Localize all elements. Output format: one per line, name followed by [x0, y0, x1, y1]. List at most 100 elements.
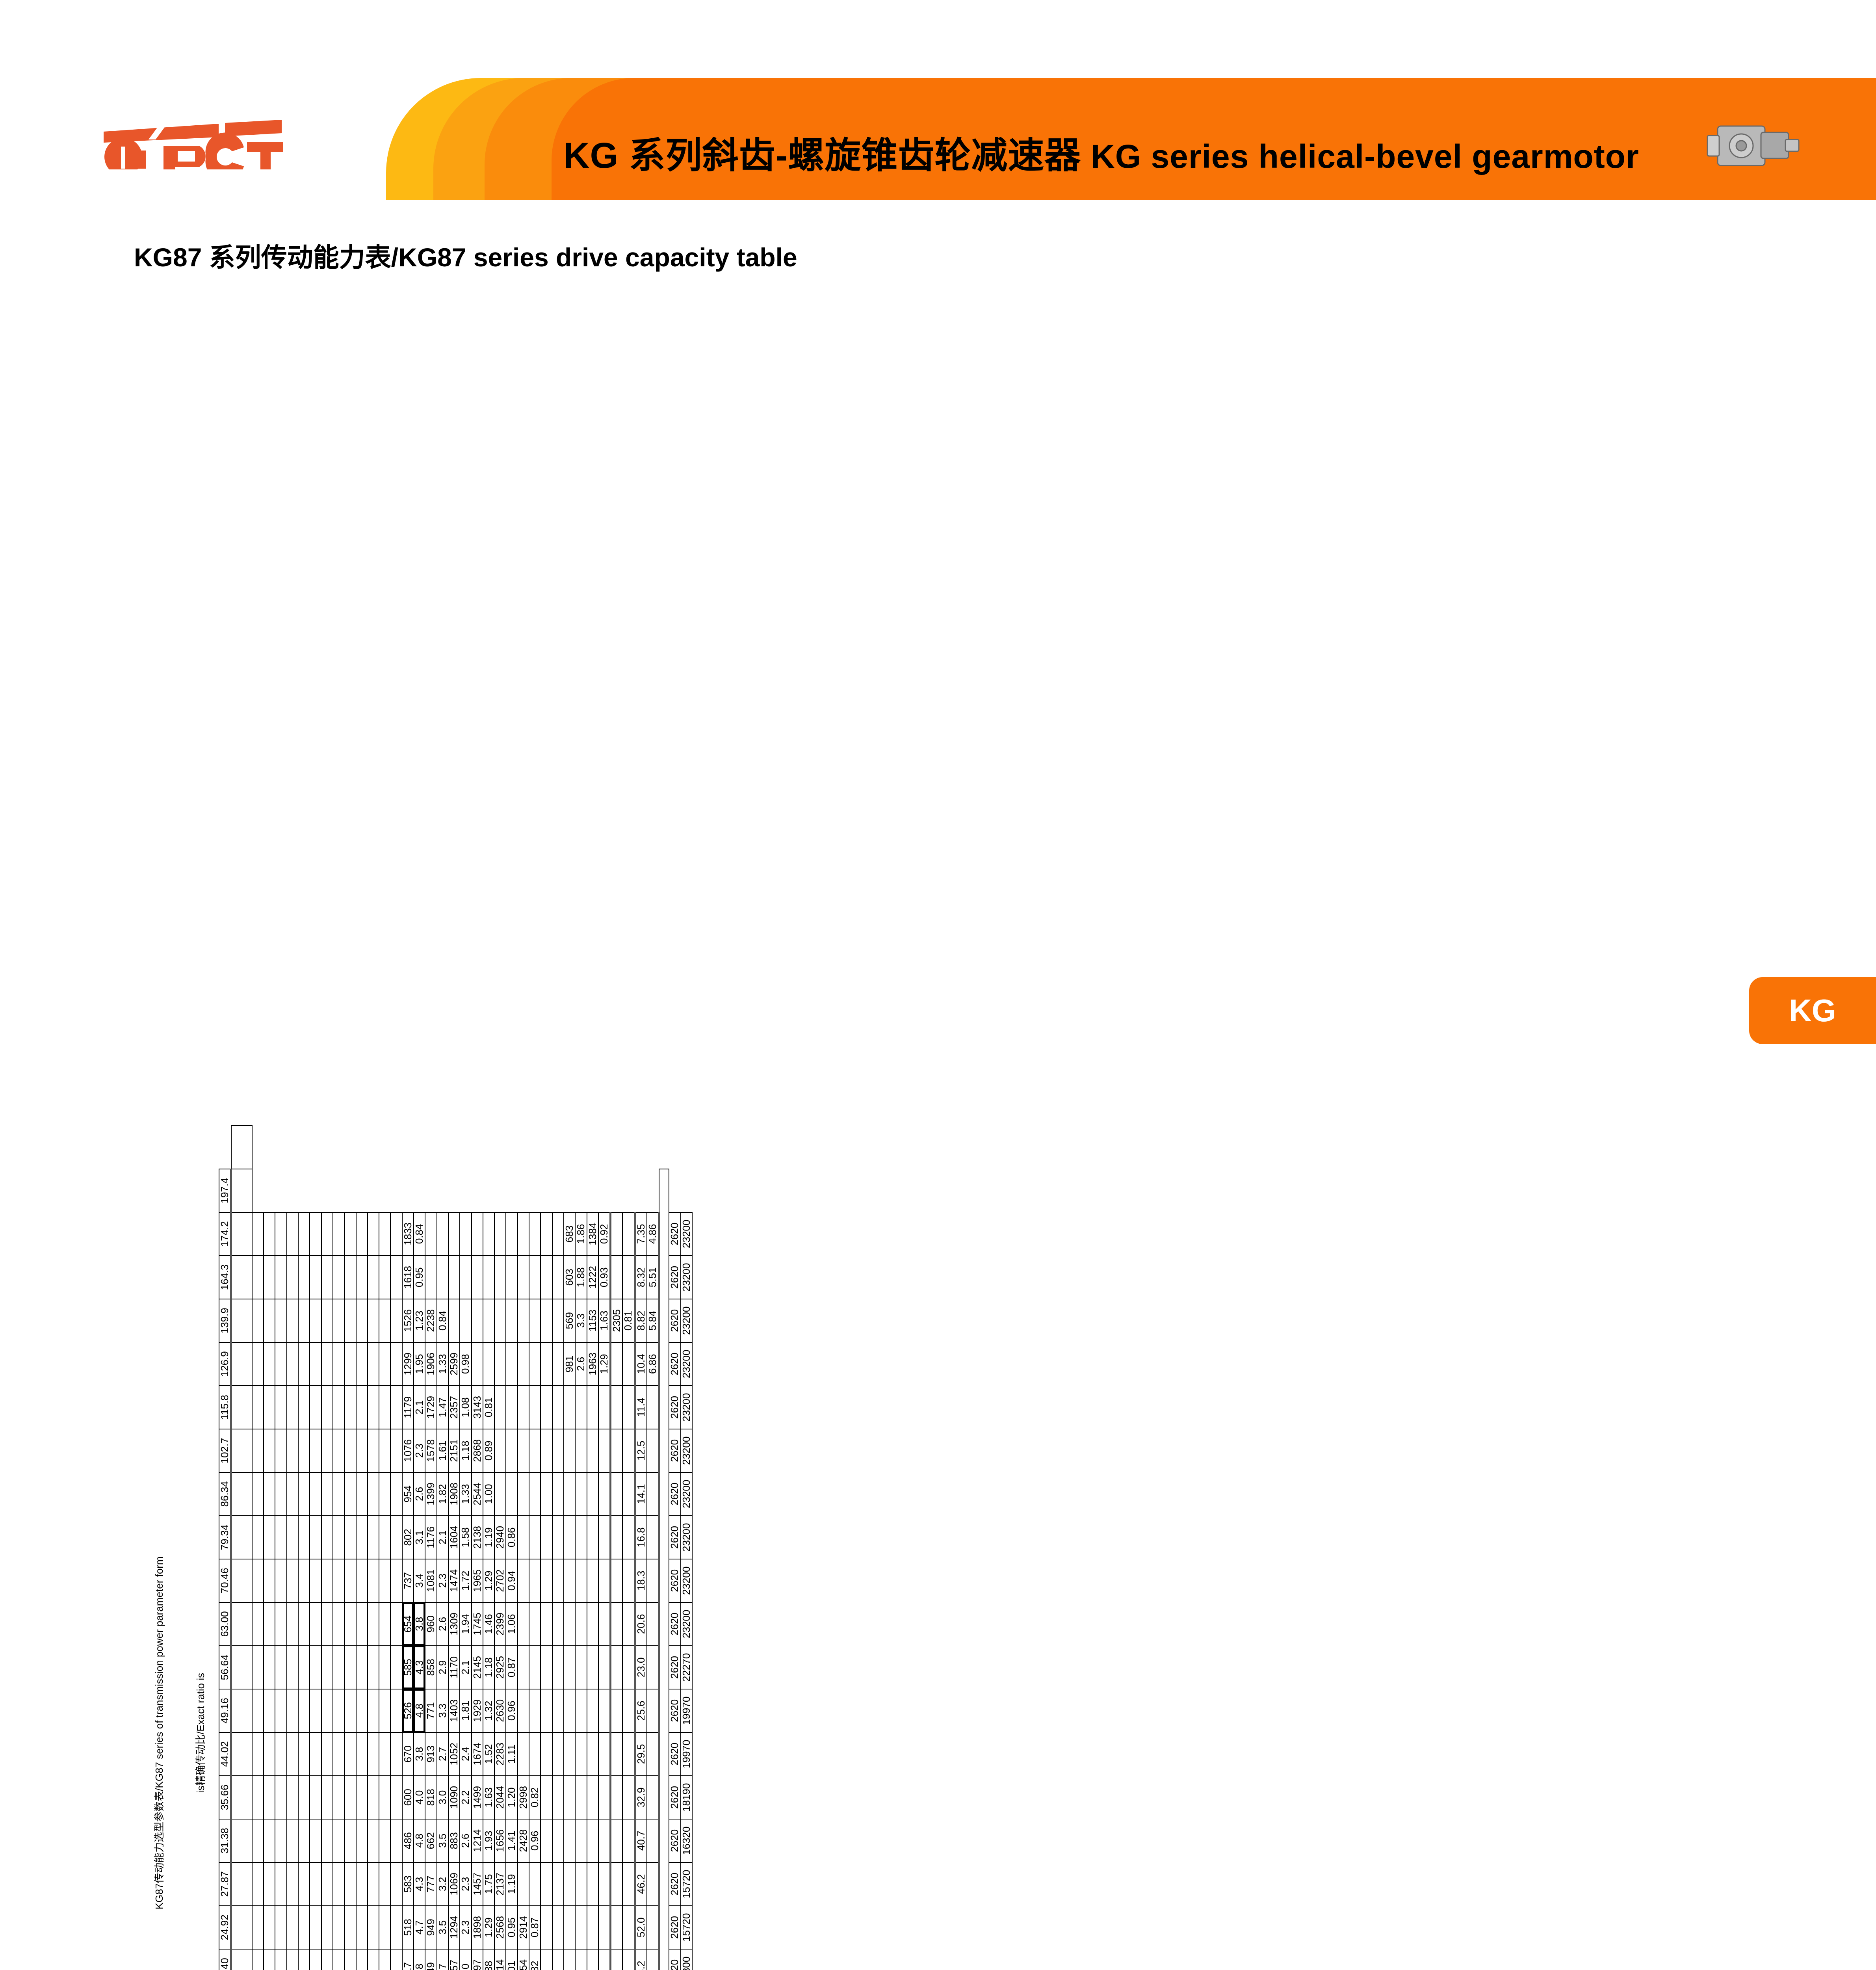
t2-value	[356, 1212, 368, 1256]
t2-value	[310, 1559, 321, 1602]
fb-value	[344, 1949, 356, 1970]
t2-value	[379, 1949, 391, 1970]
fb-value	[575, 1862, 587, 1906]
fb-value: 0.95	[413, 1255, 425, 1299]
fb-value	[390, 1429, 402, 1472]
t2-value	[587, 1515, 598, 1559]
fb-value	[390, 1472, 402, 1516]
t2-value: 1176	[425, 1515, 437, 1559]
fb-value	[298, 1429, 310, 1472]
t2-value: 583	[402, 1862, 414, 1906]
fr1-value: 2620	[669, 1385, 681, 1429]
t2-value: 603	[563, 1255, 576, 1299]
ratio-value: 86.34	[219, 1472, 231, 1516]
t2-value	[356, 1385, 368, 1429]
table-gap-row	[659, 1126, 669, 1970]
t2-value	[563, 1429, 576, 1472]
fb-value	[252, 1949, 264, 1970]
fb-value	[298, 1385, 310, 1429]
fb-value	[275, 1299, 287, 1342]
t2-value	[332, 1645, 345, 1689]
ratio-value: 139.9	[219, 1299, 231, 1342]
t2-value	[310, 1255, 321, 1299]
fr1-value: 2620	[669, 1212, 681, 1256]
fb-value: 0.89	[483, 1429, 495, 1472]
t2-value	[563, 1905, 576, 1949]
fb-value: 1.29	[598, 1342, 611, 1386]
t2-value	[231, 1645, 252, 1689]
t2-value	[332, 1559, 345, 1602]
t2-value	[356, 1819, 368, 1862]
fb-value	[275, 1689, 287, 1732]
t2-value	[310, 1299, 321, 1342]
fb-value	[344, 1299, 356, 1342]
fb-value	[575, 1559, 587, 1602]
t2-value	[332, 1472, 345, 1516]
fr1-value: 2620	[669, 1862, 681, 1906]
fb-value	[460, 1255, 472, 1299]
table-row-n2-6p: n1=960rpm/6Pn2(rpm)6.865.845.514.86	[646, 1126, 659, 1970]
fb-value	[506, 1385, 518, 1429]
t2-value: 569	[563, 1299, 576, 1342]
t2-value	[332, 1342, 345, 1386]
t2-value	[231, 1255, 252, 1299]
fr2-value: 23200	[680, 1602, 692, 1646]
table-caption-row: KG87传动能力选型参数表/KG87 series of transmissio…	[136, 1126, 183, 1970]
fr1-value: 2620	[669, 1689, 681, 1732]
t2-value	[356, 1472, 368, 1516]
fb-value	[252, 1602, 264, 1646]
t2-value	[541, 1645, 552, 1689]
fb-value	[275, 1559, 287, 1602]
t2-value	[494, 1342, 506, 1386]
t2-value	[332, 1819, 345, 1862]
n2-value-4p: 52.0	[635, 1905, 647, 1949]
fb-value	[529, 1689, 541, 1732]
t2-value: 2428	[517, 1819, 529, 1862]
n2-value-4p: 10.4	[635, 1342, 647, 1386]
t2-value	[379, 1645, 391, 1689]
fb-value	[622, 1385, 635, 1429]
fb-value	[575, 1949, 587, 1970]
side-tab-kg[interactable]: KG	[1749, 977, 1876, 1044]
table-row: FB	[390, 1126, 402, 1970]
fb-value: 1.75	[483, 1862, 495, 1906]
t2-value: 1697	[471, 1949, 483, 1970]
table-row: FB0.870.82	[552, 1126, 564, 1970]
fr1-value: 2620	[669, 1515, 681, 1559]
fb-value	[552, 1342, 564, 1386]
t2-value: 1214	[471, 1819, 483, 1862]
t2-value: 1052	[448, 1732, 460, 1776]
table-caption: KG87传动能力选型参数表/KG87 series of transmissio…	[153, 1556, 165, 1910]
header-title-cn: KG 系列斜齿-螺旋锥齿轮减速器	[563, 136, 1081, 176]
t2-value	[425, 1255, 437, 1299]
fb-value: 0.81	[622, 1299, 635, 1342]
t2-value	[541, 1905, 552, 1949]
fb-value: 0.82	[529, 1775, 541, 1819]
t2-value	[541, 1862, 552, 1906]
fb-value	[622, 1429, 635, 1472]
fb-value	[390, 1732, 402, 1776]
fb-value	[367, 1429, 379, 1472]
fb-value	[552, 1775, 564, 1819]
t2-value: 1170	[448, 1645, 460, 1689]
fb-value	[529, 1732, 541, 1776]
fb-value	[298, 1949, 310, 1970]
fb-value	[460, 1299, 472, 1342]
fr2-value: 23200	[680, 1299, 692, 1342]
t2-value	[356, 1602, 368, 1646]
t2-value	[610, 1905, 623, 1949]
n2-value-4p: 8.82	[635, 1299, 647, 1342]
fb-value	[367, 1775, 379, 1819]
fb-value	[344, 1689, 356, 1732]
t2-value	[231, 1559, 252, 1602]
fb-value: 1.72	[459, 1559, 472, 1602]
fb-value	[529, 1862, 541, 1906]
ratio-value: 56.64	[219, 1645, 231, 1689]
fr2-value: 18190	[680, 1775, 692, 1819]
fr1-value: 2620	[669, 1342, 681, 1386]
fb-value	[367, 1212, 379, 1256]
fb-value: 1.58	[459, 1515, 472, 1559]
fb-value	[552, 1299, 564, 1342]
fb-value	[390, 1299, 402, 1342]
t2-value	[587, 1472, 598, 1516]
